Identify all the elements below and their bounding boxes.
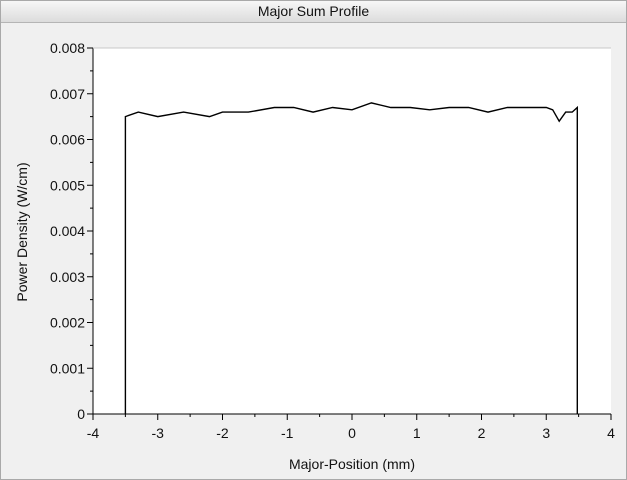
- y-tick-label: 0.003: [50, 269, 85, 285]
- series-group: [124, 102, 578, 414]
- x-tick-label: 4: [607, 425, 615, 441]
- y-tick-label: 0: [77, 406, 85, 422]
- x-tick-label: 3: [542, 425, 550, 441]
- y-tick-label: 0.008: [50, 40, 85, 56]
- x-tick-label: 0: [348, 425, 356, 441]
- window-title: Major Sum Profile: [1, 1, 626, 23]
- series-line-0: [124, 102, 578, 414]
- y-tick-label: 0.002: [50, 315, 85, 331]
- x-tick-label: -2: [216, 425, 229, 441]
- x-ticks: -4 -3 -2 -1 0 1 2 3 4: [87, 414, 615, 441]
- x-tick-label: -1: [281, 425, 294, 441]
- y-ticks: 0 0.001 0.002 0.003 0.004 0.005 0.006 0.007 0.00…: [50, 40, 93, 422]
- x-tick-label: 2: [478, 425, 486, 441]
- y-tick-label: 0.005: [50, 177, 85, 193]
- y-axis-label: Power Density (W/cm): [14, 162, 30, 301]
- plot-area: [93, 48, 611, 414]
- y-tick-label: 0.007: [50, 86, 85, 102]
- x-tick-label: -3: [152, 425, 165, 441]
- x-axis-label: Major-Position (mm): [289, 456, 415, 472]
- y-tick-label: 0.004: [50, 223, 85, 239]
- y-tick-label: 0.001: [50, 360, 85, 376]
- y-tick-label: 0.006: [50, 132, 85, 148]
- x-tick-label: -4: [87, 425, 100, 441]
- x-tick-label: 1: [413, 425, 421, 441]
